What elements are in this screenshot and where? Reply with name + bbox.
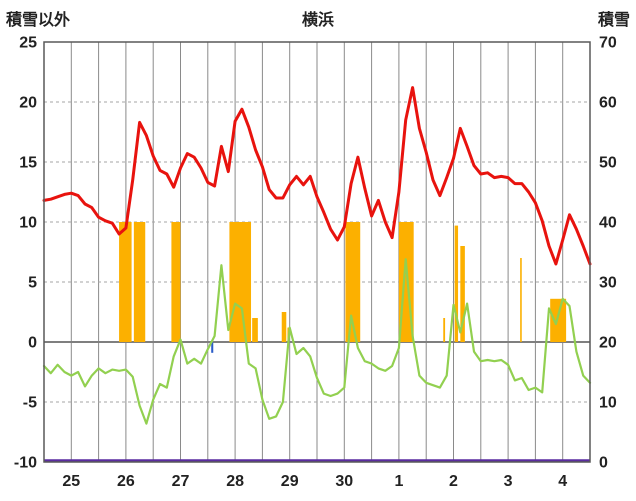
- right-axis-title: 積雪: [597, 12, 630, 29]
- right-tick-label: 10: [599, 395, 617, 412]
- x-axis-day-label: 26: [117, 473, 135, 490]
- left-tick-label: 20: [19, 95, 37, 112]
- right-tick-label: 70: [599, 35, 617, 52]
- right-tick-label: 20: [599, 335, 617, 352]
- x-axis-day-label: 25: [62, 473, 80, 490]
- orange-bars: [229, 222, 252, 342]
- left-tick-label: 15: [19, 155, 37, 172]
- left-tick-label: 25: [19, 35, 37, 52]
- orange-bars: [454, 225, 459, 342]
- x-axis-day-label: 1: [394, 473, 403, 490]
- left-tick-label: 5: [28, 275, 37, 292]
- right-tick-label: 0: [599, 455, 608, 472]
- orange-bars: [550, 298, 567, 342]
- orange-bars: [460, 246, 465, 342]
- x-axis-day-label: 29: [281, 473, 299, 490]
- orange-bars: [281, 312, 287, 342]
- right-tick-label: 60: [599, 95, 617, 112]
- green-line: [42, 258, 592, 425]
- orange-bars: [133, 222, 146, 342]
- orange-bars: [171, 222, 181, 342]
- left-tick-label: -10: [14, 455, 37, 472]
- orange-bars: [345, 222, 361, 342]
- x-axis-day-label: 2: [449, 473, 458, 490]
- left-axis-title: 積雪以外: [6, 12, 71, 29]
- orange-bars: [520, 258, 522, 342]
- left-tick-label: -5: [23, 395, 37, 412]
- left-tick-label: 0: [28, 335, 37, 352]
- left-tick-label: 10: [19, 215, 37, 232]
- chart-header: 積雪以外 横浜 積雪: [0, 4, 636, 29]
- right-tick-label: 30: [599, 275, 617, 292]
- x-axis-day-label: 27: [172, 473, 190, 490]
- orange-bars: [252, 318, 258, 342]
- x-axis-day-label: 30: [335, 473, 353, 490]
- x-axis-day-label: 4: [558, 473, 567, 490]
- x-axis-day-label: 28: [226, 473, 244, 490]
- right-tick-label: 50: [599, 155, 617, 172]
- x-axis-day-label: 3: [504, 473, 513, 490]
- blue-bar: [211, 342, 214, 353]
- orange-bars: [119, 222, 132, 342]
- station-title: 横浜: [301, 12, 334, 29]
- red-line: [42, 86, 592, 266]
- plot-frame: [43, 41, 591, 463]
- orange-bars: [443, 318, 446, 342]
- right-tick-label: 40: [599, 215, 617, 232]
